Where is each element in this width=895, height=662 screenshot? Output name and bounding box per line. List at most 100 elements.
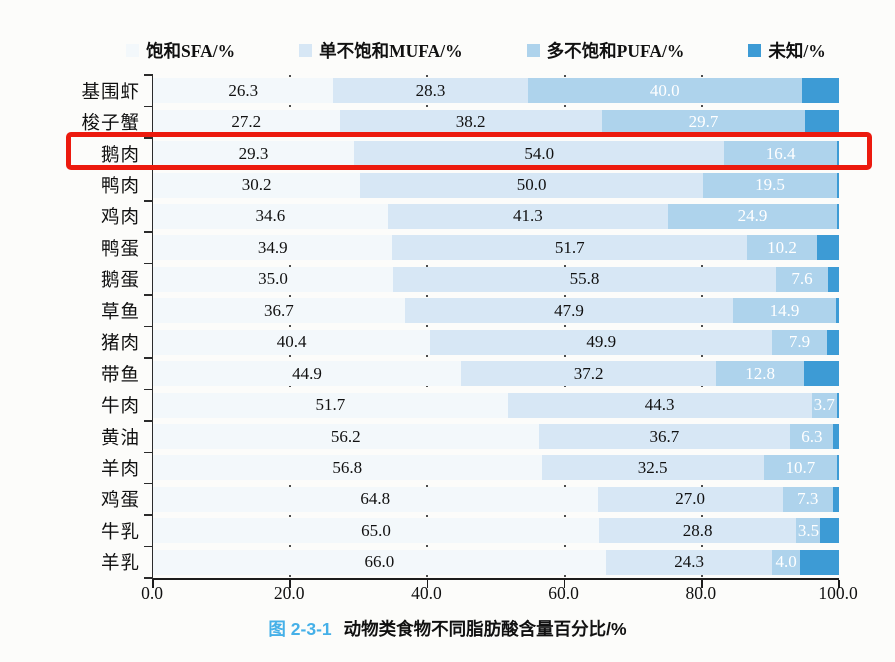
y-axis-tick — [144, 577, 153, 579]
bar-row-鸭蛋: 34.9 51.7 10.2 — [153, 232, 839, 263]
segment-sfa: 44.9 — [153, 361, 461, 387]
segment-pufa: 7.6 — [775, 266, 828, 292]
segment-mufa: 44.3 — [507, 392, 812, 418]
stacked-bar: 26.3 28.3 40.0 — [153, 78, 839, 104]
segment-pufa: 7.3 — [782, 486, 833, 512]
x-axis-tick-labels: 0.0 20.0 40.0 60.0 80.0 100.0 — [0, 583, 895, 607]
segment-pufa: 40.0 — [527, 78, 802, 104]
x-axis-tick — [152, 580, 154, 588]
category-label: 鸡肉 — [100, 208, 140, 229]
category-label: 鸭肉 — [100, 177, 140, 198]
segment-unknown — [836, 172, 839, 198]
segment-pufa: 4.0 — [772, 549, 800, 575]
bar-row-牛肉: 51.7 44.3 3.7 — [153, 389, 839, 420]
category-label: 牛肉 — [100, 397, 140, 418]
stacked-bar: 65.0 28.8 3.5 — [153, 518, 839, 544]
legend-item-sfa: 饱和SFA/% — [126, 38, 235, 63]
figure-caption: 图 2-3-1 动物类食物不同脂肪酸含量百分比/% — [0, 616, 895, 641]
segment-mufa: 28.8 — [598, 518, 797, 544]
x-axis-tick-label: 60.0 — [548, 583, 579, 603]
y-axis-tick — [144, 200, 153, 202]
bar-row-基围虾: 26.3 28.3 40.0 — [153, 75, 839, 106]
stacked-bar: 35.0 55.8 7.6 — [153, 266, 839, 292]
segment-unknown — [817, 235, 839, 261]
segment-pufa: 3.7 — [811, 392, 837, 418]
stacked-bar: 27.2 38.2 29.7 — [153, 109, 839, 135]
segment-sfa: 40.4 — [153, 329, 431, 355]
category-label: 鹅肉 — [100, 145, 140, 166]
segment-unknown — [828, 266, 839, 292]
bar-row-牛乳: 65.0 28.8 3.5 — [153, 515, 839, 546]
bar-row-鸡肉: 34.6 41.3 24.9 — [153, 201, 839, 232]
stacked-bar: 36.7 47.9 14.9 — [153, 298, 839, 324]
segment-mufa: 27.0 — [597, 486, 783, 512]
x-axis-tick-label: 100.0 — [818, 583, 858, 603]
stacked-bar: 44.9 37.2 12.8 — [153, 361, 839, 387]
y-axis-tick — [144, 137, 153, 139]
x-axis-tick-label: 40.0 — [411, 583, 442, 603]
segment-mufa: 38.2 — [339, 109, 602, 135]
segment-pufa: 6.3 — [790, 424, 834, 450]
legend-label: 未知/% — [768, 41, 826, 61]
y-axis-tick — [144, 388, 153, 391]
segment-sfa: 30.2 — [153, 172, 361, 198]
category-axis-labels: 基围虾 梭子蟹 鹅肉 鸭肉 鸡肉 鸭蛋 鹅蛋 草鱼 猪肉 带鱼 牛肉 黄油 羊肉 鸡蛋 牛乳 羊乳 — [0, 75, 140, 578]
segment-unknown — [837, 203, 839, 229]
segment-pufa: 12.8 — [716, 361, 804, 387]
segment-unknown — [833, 424, 839, 450]
y-axis-tick — [144, 482, 153, 485]
segment-pufa: 29.7 — [601, 109, 806, 135]
stacked-bar: 56.2 36.7 6.3 — [153, 424, 839, 450]
segment-mufa: 24.3 — [605, 549, 773, 575]
segment-unknown — [835, 298, 839, 324]
segment-sfa: 35.0 — [153, 266, 394, 292]
gridline-40 — [426, 75, 429, 578]
x-axis-tick — [701, 580, 703, 588]
segment-sfa: 56.8 — [153, 455, 542, 481]
segment-pufa: 24.9 — [668, 203, 837, 229]
category-label: 基围虾 — [81, 82, 140, 103]
y-axis-tick — [144, 74, 153, 76]
bar-row-鸡蛋: 64.8 27.0 7.3 — [153, 484, 839, 515]
stacked-bar: 34.9 51.7 10.2 — [153, 235, 839, 261]
bar-row-羊乳: 66.0 24.3 4.0 — [153, 547, 839, 578]
category-label: 带鱼 — [100, 365, 140, 386]
stacked-bar: 30.2 50.0 19.5 — [153, 172, 839, 198]
segment-mufa: 36.7 — [538, 424, 791, 450]
legend-label: 饱和SFA/% — [146, 41, 236, 61]
category-label: 鸭蛋 — [100, 239, 140, 260]
legend-label: 单不饱和MUFA/% — [319, 41, 463, 61]
x-axis-tick-label: 20.0 — [273, 583, 305, 603]
segment-pufa: 3.5 — [796, 518, 821, 544]
x-axis-tick — [426, 580, 429, 588]
segment-unknown — [799, 549, 839, 575]
y-axis-tick — [144, 262, 153, 265]
stacked-bar: 66.0 24.3 4.0 — [153, 549, 839, 575]
category-label: 牛乳 — [100, 522, 140, 543]
category-label: 羊乳 — [100, 554, 140, 575]
segment-sfa: 56.2 — [153, 424, 539, 450]
segment-mufa: 32.5 — [541, 455, 764, 481]
segment-mufa: 41.3 — [387, 203, 669, 229]
caption-text: 动物类食物不同脂肪酸含量百分比/% — [343, 619, 627, 639]
figure-number: 图 2-3-1 — [268, 619, 332, 639]
bar-row-草鱼: 36.7 47.9 14.9 — [153, 295, 839, 326]
segment-mufa: 37.2 — [461, 361, 717, 387]
segment-pufa: 19.5 — [703, 172, 837, 198]
category-label: 草鱼 — [100, 302, 140, 323]
y-axis-tick — [144, 357, 153, 359]
legend-item-unknown: 未知/% — [748, 38, 826, 63]
legend-swatch-sfa — [126, 44, 139, 57]
y-axis-tick — [144, 545, 153, 548]
stacked-bar: 64.8 27.0 7.3 — [153, 486, 839, 512]
bar-row-羊肉: 56.8 32.5 10.7 — [153, 452, 839, 483]
segment-unknown — [837, 455, 839, 481]
legend-swatch-mufa — [299, 44, 313, 57]
segment-mufa: 28.3 — [333, 78, 528, 104]
category-label: 鸡蛋 — [100, 491, 140, 512]
legend-label: 多不饱和PUFA/% — [546, 41, 685, 61]
segment-mufa: 54.0 — [353, 141, 725, 167]
segment-sfa: 29.3 — [153, 141, 354, 167]
bar-row-鹅蛋: 35.0 55.8 7.6 — [153, 264, 839, 295]
